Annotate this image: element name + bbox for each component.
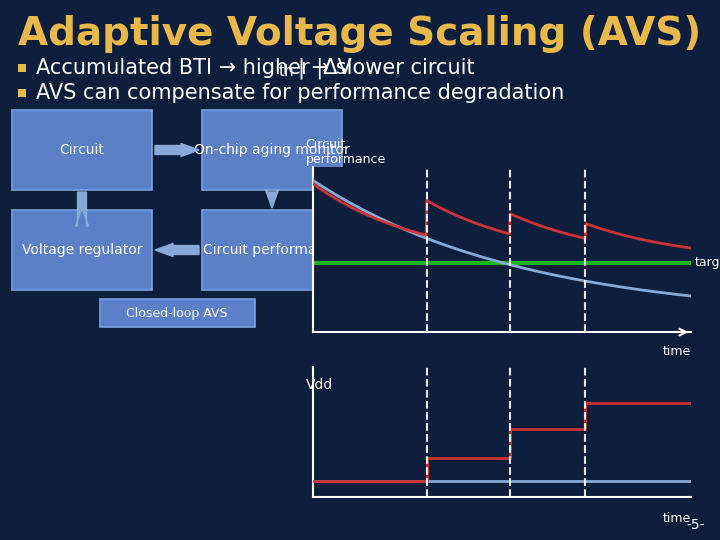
FancyBboxPatch shape [99,299,254,327]
Polygon shape [266,190,279,208]
Text: time: time [663,345,691,358]
Text: -5-: -5- [686,518,705,532]
Text: Closed-loop AVS: Closed-loop AVS [126,307,228,320]
FancyBboxPatch shape [202,210,342,290]
Text: | → slower circuit: | → slower circuit [298,57,474,79]
Text: th: th [279,64,294,79]
Text: Voltage regulator: Voltage regulator [22,243,143,257]
FancyBboxPatch shape [202,110,342,190]
Text: Vdd: Vdd [305,377,333,392]
Polygon shape [155,144,199,157]
Text: On-chip aging monitor: On-chip aging monitor [194,143,350,157]
FancyBboxPatch shape [12,210,152,290]
Text: Accumulated BTI → higher |ΔV: Accumulated BTI → higher |ΔV [36,57,352,79]
Text: Adaptive Voltage Scaling (AVS): Adaptive Voltage Scaling (AVS) [18,15,701,53]
Polygon shape [155,244,199,256]
Text: Circuit
performance: Circuit performance [305,138,386,166]
Text: time: time [663,512,691,525]
Text: AVS can compensate for performance degradation: AVS can compensate for performance degra… [36,83,564,103]
FancyBboxPatch shape [12,110,152,190]
Text: Circuit performance: Circuit performance [203,243,341,257]
Text: Circuit: Circuit [60,143,104,157]
Text: target: target [695,256,720,269]
Polygon shape [76,192,89,226]
